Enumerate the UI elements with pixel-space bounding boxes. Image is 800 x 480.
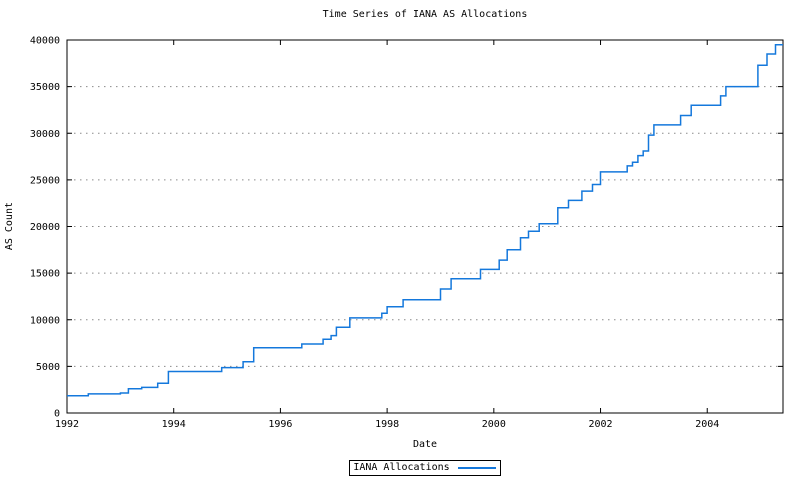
x-tick-label: 2002 xyxy=(588,419,612,430)
x-tick-label: 1994 xyxy=(162,419,186,430)
x-axis-title: Date xyxy=(412,439,438,450)
x-tick-label: 1996 xyxy=(268,419,292,430)
legend-label: IANA Allocations xyxy=(353,462,450,473)
y-tick-label: 5000 xyxy=(36,362,60,373)
plot-area: 0 5000 10000 15000 20000 25000 30000 35000 40000… xyxy=(30,36,784,430)
x-tick-label: 1998 xyxy=(375,419,399,430)
y-tick-label: 10000 xyxy=(30,315,60,326)
y-tick-label: 15000 xyxy=(30,269,60,280)
y-tick-label: 0 xyxy=(54,409,60,420)
y-tick-label: 25000 xyxy=(30,175,60,186)
x-tick-label: 2000 xyxy=(482,419,506,430)
y-tick-label: 20000 xyxy=(30,222,60,233)
y-tick-label: 40000 xyxy=(30,36,60,47)
chart-title: Time Series of IANA AS Allocations xyxy=(322,9,528,20)
y-tick-label: 30000 xyxy=(30,129,60,140)
y-tick-label: 35000 xyxy=(30,82,60,93)
x-tick-label: 2004 xyxy=(695,419,719,430)
legend-row: IANA Allocations xyxy=(67,460,783,476)
plot-border xyxy=(66,39,784,414)
x-tick-label: 1992 xyxy=(55,419,79,430)
legend-line-sample xyxy=(457,467,496,469)
series-line-iana-allocations xyxy=(67,43,783,397)
legend: IANA Allocations xyxy=(349,460,501,476)
